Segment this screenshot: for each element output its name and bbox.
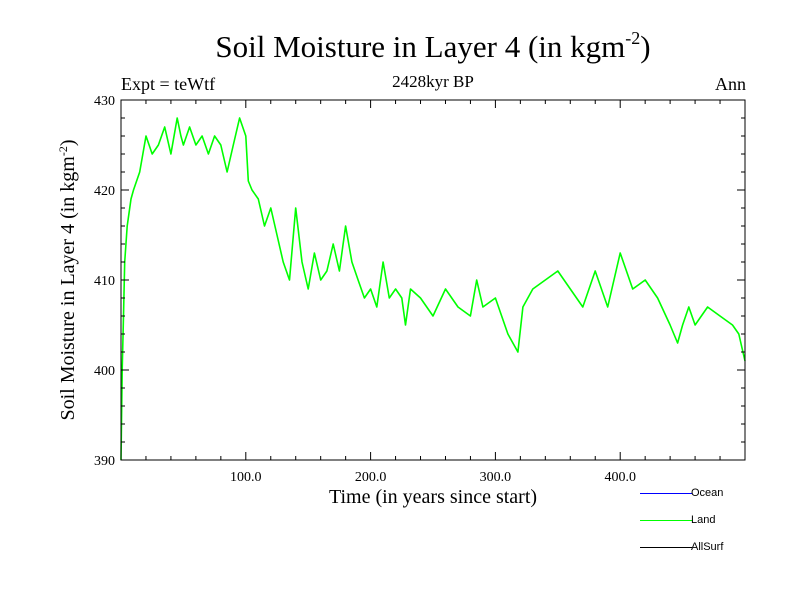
legend-swatch-ocean: [640, 493, 692, 494]
experiment-label: Expt = teWtf: [121, 74, 216, 94]
y-tick-label: 430: [94, 94, 115, 109]
x-axis-label: Time (in years since start): [329, 486, 537, 508]
y-tick-label: 420: [94, 184, 115, 199]
y-axis-label: Soil Moisture in Layer 4 (in kgm-2): [56, 139, 79, 420]
chart-subtitle: 2428kyr BP: [392, 72, 474, 91]
legend-label-land: Land: [691, 514, 716, 526]
y-tick-label: 410: [94, 274, 115, 289]
chart-title: Soil Moisture in Layer 4 (in kgm-2): [215, 28, 651, 64]
x-tick-label: 300.0: [480, 470, 512, 485]
x-tick-label: 200.0: [355, 470, 387, 485]
y-tick-label: 400: [94, 364, 115, 379]
period-label: Ann: [715, 74, 746, 94]
x-tick-label: 400.0: [604, 470, 636, 485]
x-tick-label: 100.0: [230, 470, 262, 485]
legend-swatch-allsurf: [640, 547, 692, 548]
legend-label-allsurf: AllSurf: [691, 541, 724, 553]
legend-label-ocean: Ocean: [691, 487, 724, 499]
plot-frame: [120, 99, 746, 461]
y-tick-label: 390: [94, 454, 115, 469]
legend-swatch-land: [640, 520, 692, 521]
series-line-land: [120, 117, 746, 461]
